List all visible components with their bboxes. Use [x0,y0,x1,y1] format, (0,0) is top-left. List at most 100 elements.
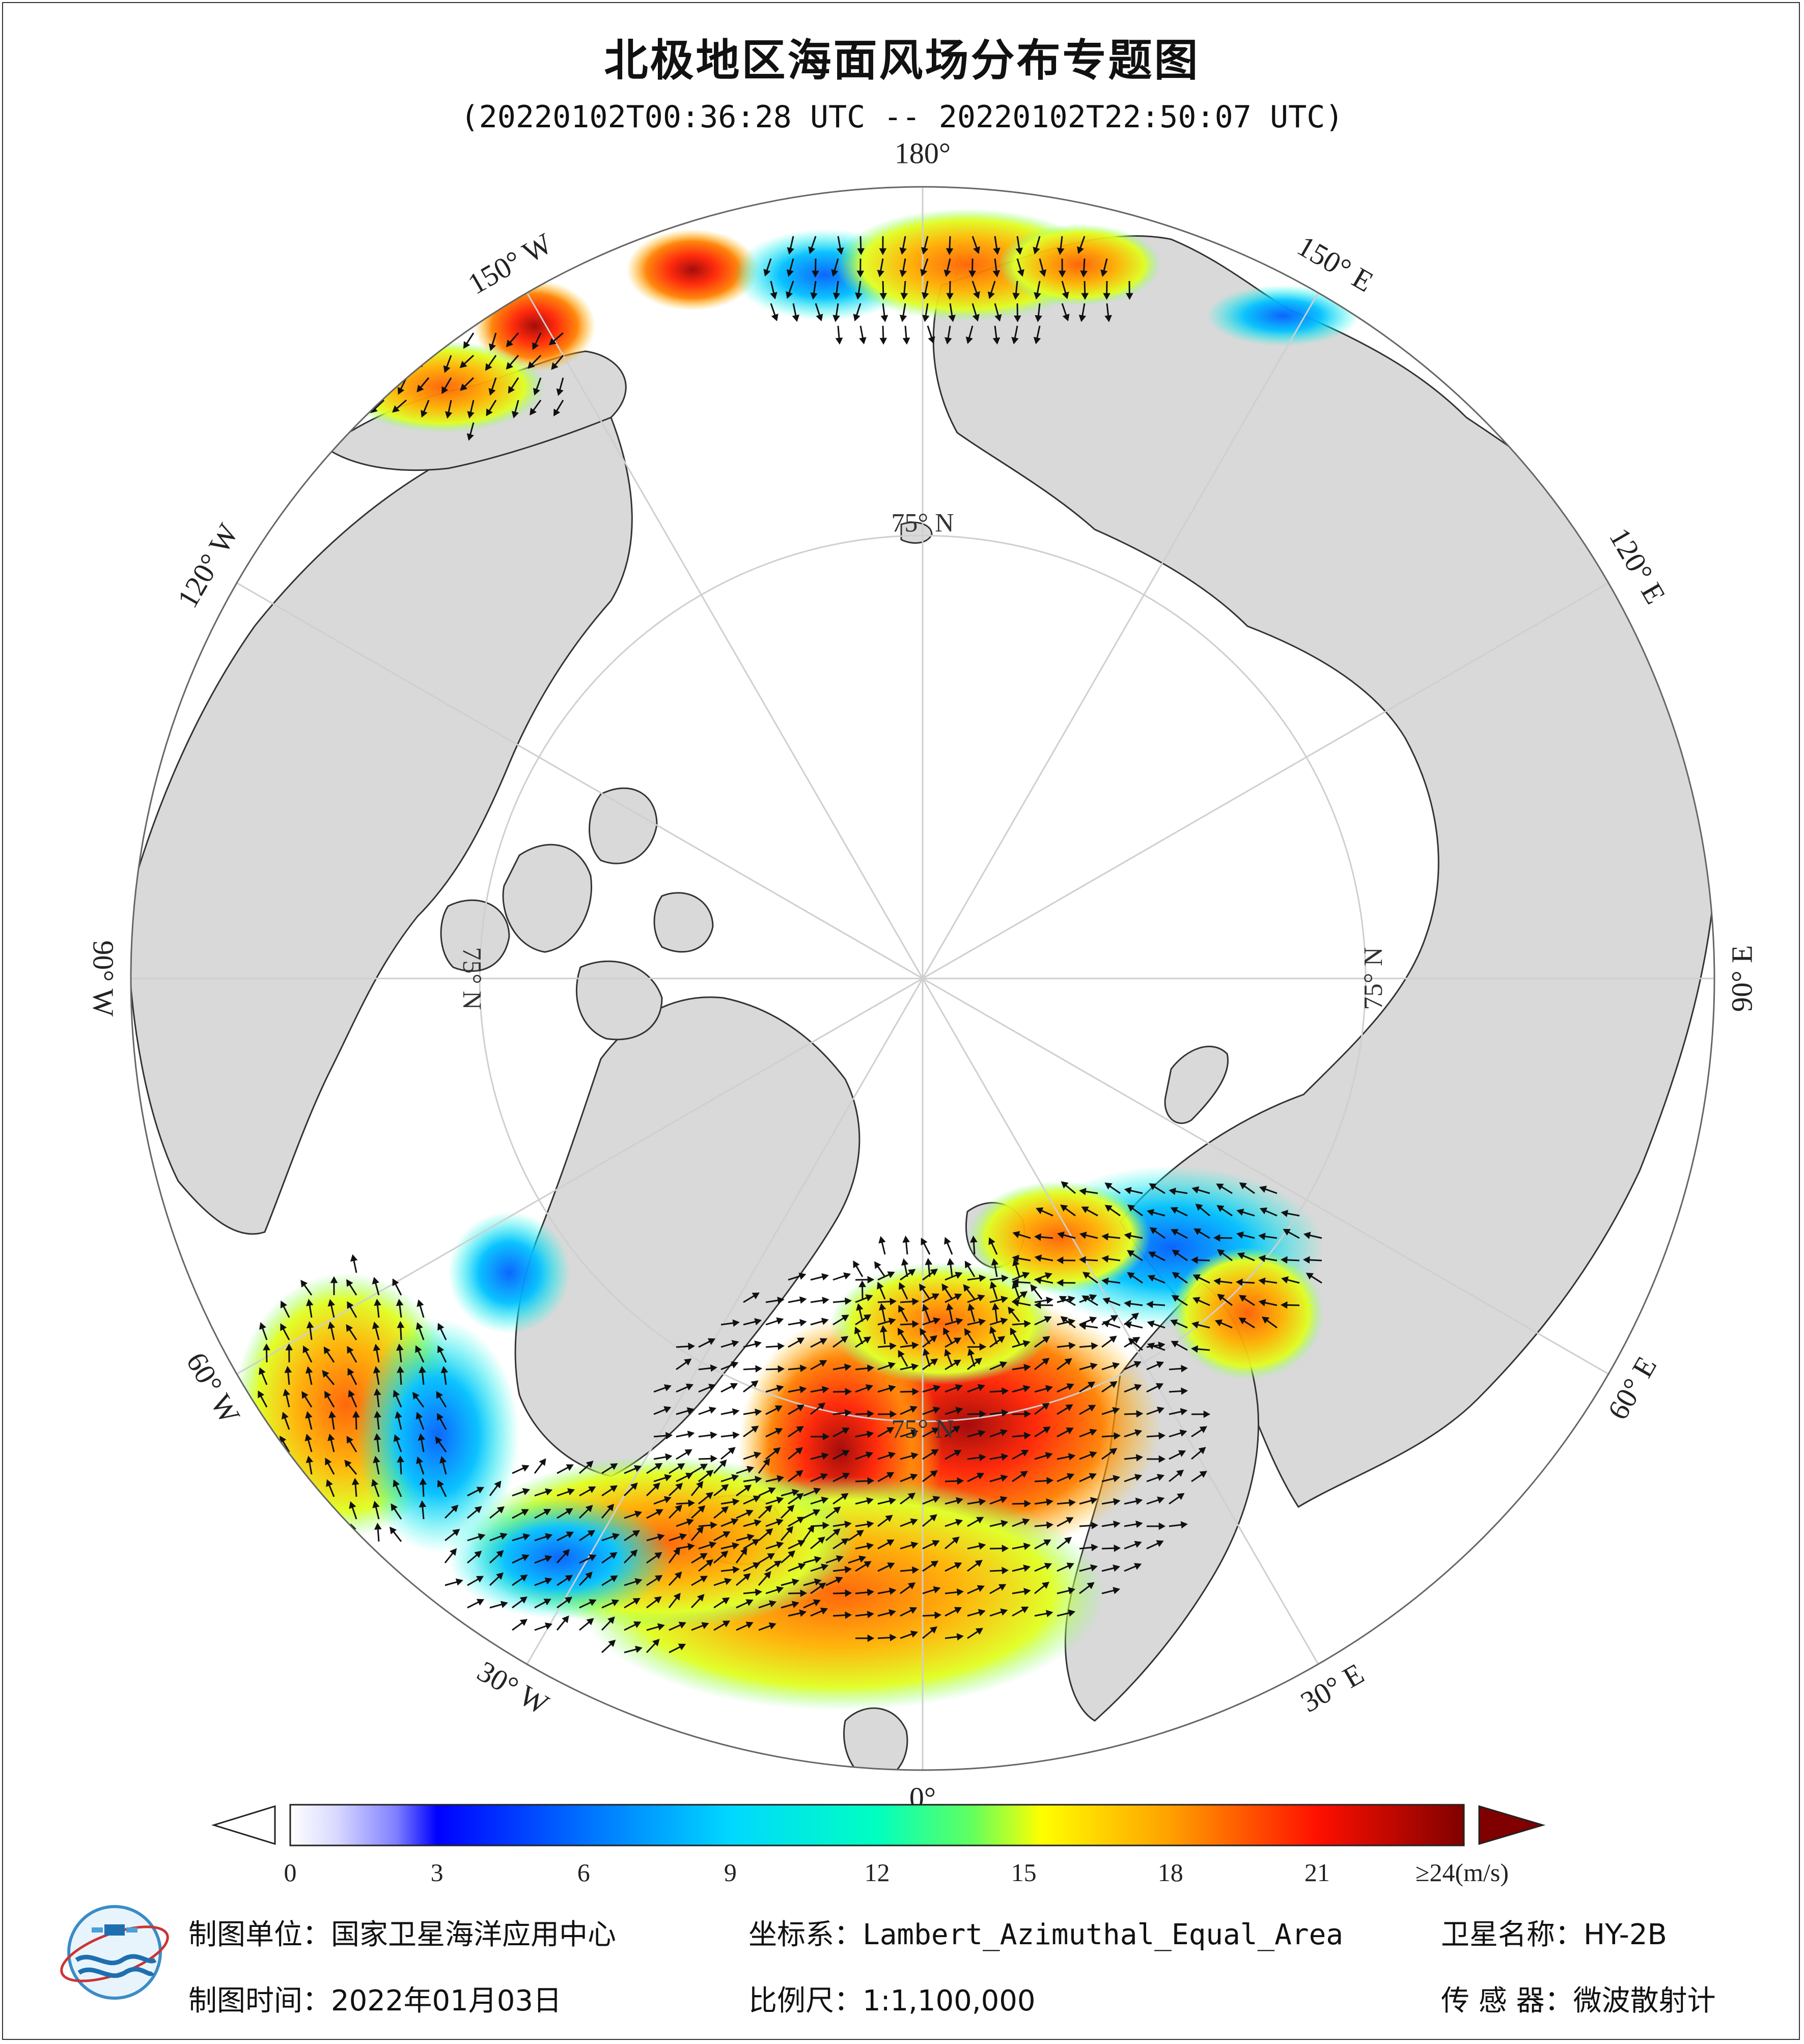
wind-arrow-head [1302,1256,1310,1264]
wind-arrow-head [821,1273,829,1281]
wind-arrow-head [822,1297,829,1304]
wind-arrow-head [496,1550,504,1558]
wind-arrow-head [1066,1473,1075,1480]
wind-arrow-head [1087,1582,1095,1589]
wind-arrow-head [964,1328,972,1336]
footer-satellite-value: HY-2B [1584,1918,1667,1951]
wind-arrow-head [419,1366,426,1374]
wind-arrow-head [1217,1249,1225,1256]
wind-arrow-head [678,1643,686,1650]
wind-arrow-head [1000,1361,1008,1368]
wind-arrow-head [954,1562,962,1570]
wind-arrow-head [654,1463,663,1470]
footer-sensor-value: 微波散射计 [1573,1984,1716,2018]
wind-arrow-head [920,1328,927,1336]
wind-arrow-head [853,1260,860,1269]
wind-arrow-head [988,1237,995,1245]
wind-arrow-head [708,1407,717,1414]
wind-arrow-head [867,1611,874,1618]
wind-arrow-head [975,1560,983,1567]
wind-arrow-head [910,1631,918,1638]
wind-arrow-head [466,321,474,329]
wind-arrow-head [899,315,907,322]
wind-arrow-head [989,1281,997,1289]
wind-arrow-head [776,1475,785,1482]
wind-arrow-head [1066,1427,1074,1435]
wind-arrow-head [963,1284,970,1292]
wind-arrow-head [488,388,496,396]
wind-arrow-head [419,1477,427,1485]
wind-arrow-head [994,314,1002,322]
wind-arrow-head [1199,1426,1207,1433]
wind-arrow-head [864,1561,872,1568]
wind-arrow-head [821,1386,829,1393]
wind-arrow-head [786,1526,793,1534]
wind-arrow-head [841,1314,849,1322]
wind-arrow-head [565,1508,573,1515]
wind-arrow-head [585,1504,593,1513]
footer-scale: 比例尺：1:1,100,000 [748,1978,1036,2019]
wind-arrow-head [710,1454,718,1463]
wind-arrow-head [528,361,535,369]
wind-arrow-head [1078,315,1087,322]
wind-arrow-head [374,1299,381,1306]
wind-arrow-head [496,1506,505,1514]
wind-arrow-head [775,1519,784,1526]
wind-arrow-head [1148,1251,1156,1258]
wind-arrow-head [1021,1606,1029,1613]
wind-arrow-head [372,1500,380,1508]
wind-arrow-head [1089,1294,1097,1301]
wind-arrow-head [922,315,930,322]
wind-arrow-head [327,1321,335,1329]
wind-arrow-head [765,1505,772,1513]
wind-arrow-head [1012,1281,1019,1289]
wind-arrow-head [865,1384,873,1391]
wind-arrow-head [324,1390,331,1399]
wind-arrow-head [347,1346,354,1354]
wind-arrow-head [348,1390,355,1398]
wind-arrow-head [1135,1454,1143,1462]
wind-arrow-head [347,1368,354,1376]
wind-arrow-head [1128,1338,1136,1346]
wind-arrow-head [954,1607,962,1614]
wind-arrow-head [562,1615,569,1623]
wind-arrow-head [890,1634,897,1642]
wind-arrow-head [977,1294,985,1302]
wind-arrow-head [929,1626,937,1634]
wind-arrow-head [1066,1517,1074,1524]
wind-arrow-head [1083,1272,1091,1279]
wind-arrow-head [258,1390,265,1398]
wind-arrow-head [1103,293,1111,300]
wind-arrow-head [1000,1429,1008,1437]
wind-arrow-head [551,362,559,370]
wind-arrow-head [634,1578,643,1585]
wind-arrow-head [753,1495,761,1502]
wind-arrow-head [459,360,467,369]
wind-arrow-head [1000,1496,1008,1503]
wind-arrow-head [655,1575,663,1582]
wind-arrow-head [674,1571,682,1579]
wind-arrow-head [889,1609,896,1617]
wind-arrow-head [899,247,907,255]
wind-arrow-head [1066,1383,1074,1390]
wind-arrow-head [1113,1498,1121,1506]
wind-arrow-head [1064,1358,1072,1365]
wind-arrow-head [1023,1543,1031,1550]
wind-arrow-head [657,1533,665,1541]
wind-arrow-head [768,1487,776,1494]
wind-arrow-head [1283,1229,1291,1236]
wind-arrow-head [933,1385,941,1392]
wind-arrow-head [732,1431,740,1439]
wind-arrow-head [412,1392,420,1400]
wind-arrow-head [1022,1340,1031,1348]
wind-arrow-head [817,1536,825,1544]
wind-arrow-head [1089,1473,1097,1480]
wind-arrow-head [1022,1385,1031,1392]
wind-arrow-head [753,1562,761,1570]
wind-arrow-head [586,1461,594,1468]
wind-arrow-head [1011,337,1019,345]
wind-arrow-head [799,1386,807,1393]
wind-arrow-head [652,1639,660,1646]
wind-arrow-head [1057,1231,1065,1239]
wind-arrow-head [1133,1361,1142,1368]
